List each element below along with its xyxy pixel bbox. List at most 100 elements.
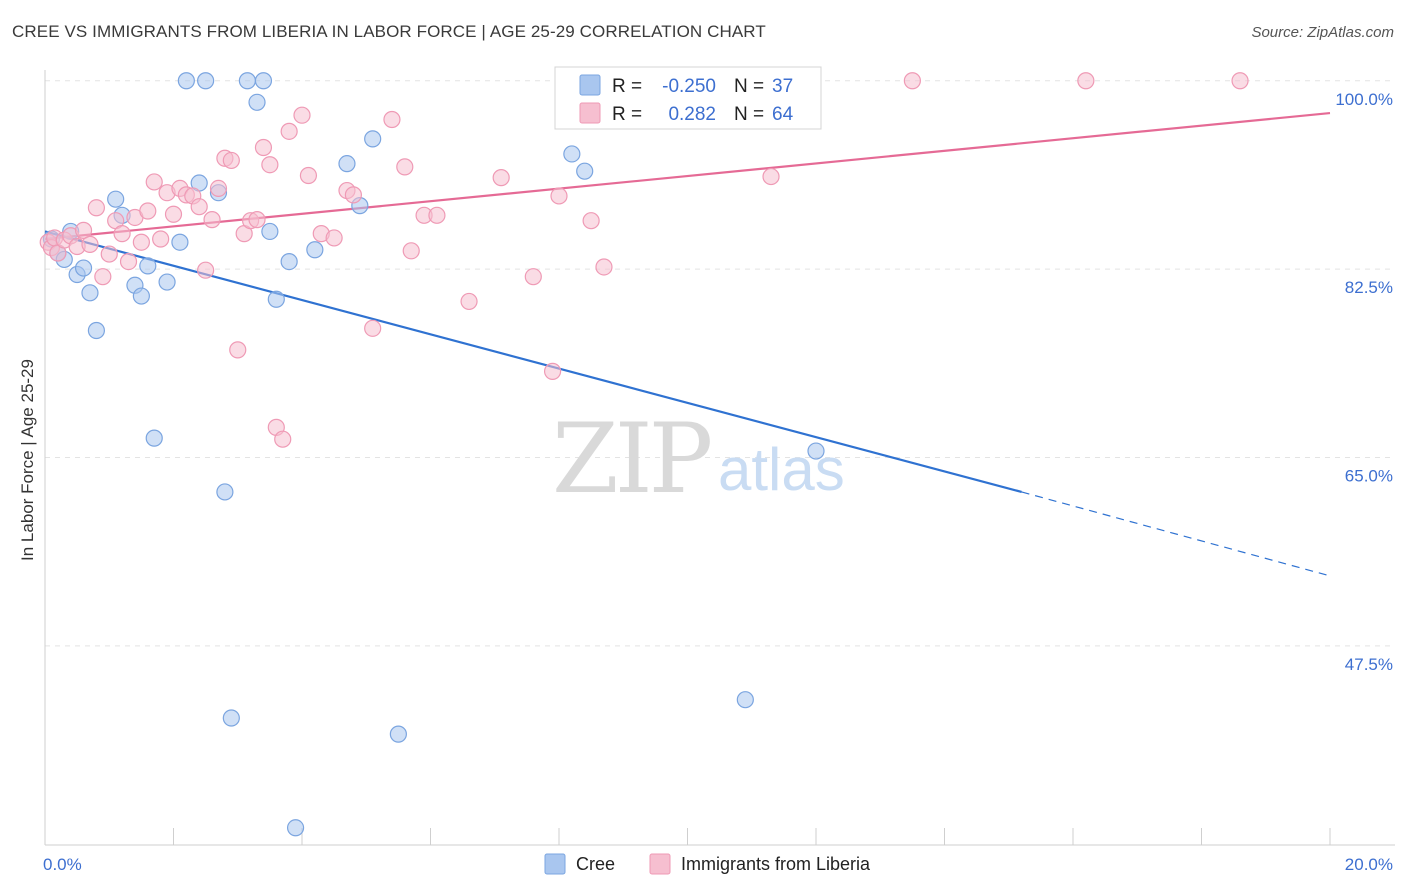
liberia-point bbox=[209, 179, 228, 198]
y-axis-title: In Labor Force | Age 25-29 bbox=[18, 359, 37, 561]
cree-point bbox=[139, 257, 157, 275]
bottom-legend-cree: Cree bbox=[576, 854, 615, 874]
liberia-point bbox=[100, 245, 118, 263]
liberia-point bbox=[197, 261, 215, 279]
liberia-point bbox=[81, 235, 99, 253]
cree-point bbox=[736, 691, 754, 709]
bottom-legend-liberia: Immigrants from Liberia bbox=[681, 854, 871, 874]
liberia-point bbox=[460, 292, 478, 311]
cree-point bbox=[145, 429, 163, 447]
liberia-point bbox=[344, 186, 362, 204]
liberia-point bbox=[364, 319, 382, 337]
liberia-point bbox=[325, 229, 343, 247]
watermark-zip: ZIP bbox=[552, 403, 711, 515]
cree-point bbox=[261, 222, 279, 241]
x-tick-label: 0.0% bbox=[43, 855, 82, 874]
liberia-point bbox=[229, 341, 247, 359]
gridlines bbox=[45, 80, 1395, 647]
watermark: ZIP atlas bbox=[552, 403, 845, 515]
cree-point bbox=[222, 709, 240, 727]
axes bbox=[44, 70, 1395, 846]
liberia-point bbox=[87, 199, 106, 217]
cree-point bbox=[197, 72, 215, 90]
bottom-legend-swatch-cree bbox=[544, 853, 566, 875]
liberia-point bbox=[293, 106, 311, 124]
data-points bbox=[39, 72, 1249, 837]
cree-point bbox=[87, 321, 106, 340]
legend-n-label: N = bbox=[734, 104, 764, 125]
liberia-point bbox=[74, 221, 93, 239]
liberia-point bbox=[94, 268, 112, 286]
y-tick-labels: 47.5% 65.0% 82.5% 100.0% bbox=[1335, 90, 1393, 674]
x-tick-label: 20.0% bbox=[1345, 855, 1393, 874]
legend-r-value: 0.282 bbox=[668, 104, 716, 125]
chart-title: CREE VS IMMIGRANTS FROM LIBERIA IN LABOR… bbox=[12, 22, 766, 41]
cree-point bbox=[389, 725, 407, 743]
liberia-point bbox=[280, 122, 298, 140]
y-tick-label: 65.0% bbox=[1345, 467, 1393, 486]
liberia-point bbox=[254, 138, 273, 157]
cree-point bbox=[286, 819, 305, 837]
legend-n-label: N = bbox=[734, 76, 764, 97]
bottom-legend-swatch-liberia bbox=[649, 853, 671, 875]
liberia-point bbox=[119, 252, 138, 271]
y-tick-label: 47.5% bbox=[1345, 655, 1393, 674]
cree-point bbox=[74, 259, 93, 277]
cree-point bbox=[177, 72, 195, 90]
liberia-point bbox=[190, 198, 208, 216]
cree-point bbox=[267, 290, 285, 308]
liberia-point bbox=[543, 362, 562, 380]
liberia-point bbox=[139, 202, 157, 220]
liberia-point bbox=[1077, 72, 1095, 90]
liberia-point bbox=[203, 211, 221, 229]
legend-swatch-cree bbox=[579, 74, 601, 96]
cree-point bbox=[158, 273, 176, 291]
y-tick-label: 100.0% bbox=[1335, 90, 1393, 109]
cree-point bbox=[238, 72, 256, 90]
liberia-point bbox=[402, 242, 420, 260]
y-tick-label: 82.5% bbox=[1345, 278, 1393, 297]
cree-point bbox=[107, 190, 125, 208]
liberia-point bbox=[248, 211, 266, 229]
liberia-point bbox=[222, 151, 240, 170]
liberia-point bbox=[428, 206, 446, 224]
liberia-point bbox=[524, 268, 542, 286]
cree-point bbox=[338, 155, 356, 173]
liberia-point bbox=[132, 233, 150, 251]
chart-source: Source: ZipAtlas.com bbox=[1251, 24, 1394, 41]
cree-point bbox=[254, 72, 273, 90]
legend: R = -0.250 N = 37 R = 0.282 N = 64 bbox=[554, 66, 822, 130]
liberia-point bbox=[152, 230, 170, 248]
x-tick-labels: 0.0% 20.0% bbox=[43, 855, 1393, 874]
legend-n-value: 64 bbox=[772, 104, 794, 125]
liberia-trend-line bbox=[44, 111, 1331, 241]
liberia-point bbox=[582, 212, 600, 230]
legend-n-value: 37 bbox=[772, 76, 793, 97]
cree-point bbox=[132, 287, 150, 305]
cree-point bbox=[807, 442, 825, 460]
cree-point bbox=[81, 284, 99, 302]
liberia-point bbox=[595, 258, 613, 276]
cree-point bbox=[306, 241, 324, 259]
cree-point bbox=[248, 93, 266, 111]
cree-point bbox=[563, 145, 581, 163]
legend-r-label: R = bbox=[612, 104, 642, 125]
liberia-point bbox=[762, 167, 780, 186]
liberia-point bbox=[299, 166, 318, 185]
liberia-point bbox=[145, 173, 163, 191]
liberia-point bbox=[396, 158, 414, 176]
cree-point bbox=[280, 252, 298, 271]
liberia-point bbox=[1231, 72, 1249, 90]
liberia-point bbox=[492, 169, 510, 187]
cree-trend-extension bbox=[1021, 491, 1331, 577]
legend-r-value: -0.250 bbox=[662, 76, 716, 97]
legend-swatch-liberia bbox=[579, 102, 601, 124]
cree-point bbox=[216, 483, 234, 501]
legend-r-label: R = bbox=[612, 76, 642, 97]
bottom-legend: Cree Immigrants from Liberia bbox=[544, 853, 871, 875]
liberia-point bbox=[550, 187, 568, 205]
liberia-point bbox=[261, 156, 279, 174]
cree-point bbox=[576, 162, 594, 180]
liberia-point bbox=[274, 430, 292, 448]
